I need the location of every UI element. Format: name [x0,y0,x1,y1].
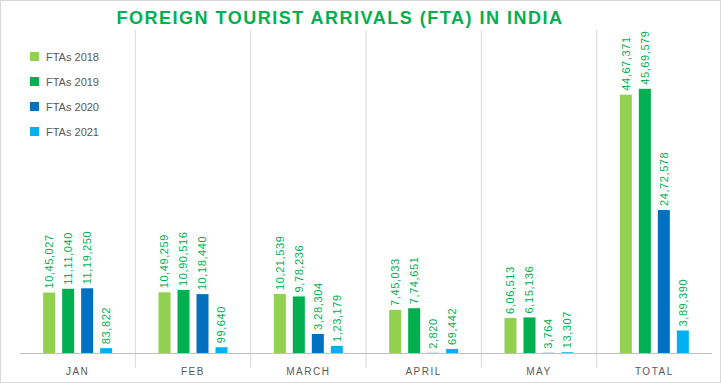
category-separator [250,30,251,368]
legend-label: FTAs 2018 [46,51,99,63]
bar [62,289,74,353]
data-label: 83,822 [100,307,112,344]
category-separator [481,30,482,368]
data-label: 6,15,136 [524,266,536,314]
bar [312,334,324,353]
bar [178,290,190,353]
data-label: 3,89,390 [677,279,689,327]
data-label: 1,23,179 [331,294,343,342]
data-label: 7,74,651 [408,257,420,305]
data-label: 69,442 [446,308,458,345]
data-label: 45,69,579 [639,30,651,84]
bar [505,318,517,353]
bar [43,293,55,353]
bar [543,352,555,353]
legend-swatch [30,127,39,136]
legend-label: FTAs 2019 [46,76,99,88]
bar [446,349,458,353]
bars [43,89,689,353]
legend: FTAs 2018 FTAs 2019 FTAs 2020 FTAs 2021 [30,51,99,138]
data-label: 3,28,304 [312,282,324,330]
bar [216,347,228,353]
data-labels: 10,45,027 10,49,259 10,21,539 7,45,033 6,06,… [43,30,689,348]
x-tick-label: FEB [181,366,205,377]
outer-frame [1,1,721,383]
bar [620,95,632,353]
chart-title: FOREIGN TOURIST ARRIVALS (FTA) IN INDIA [117,8,564,28]
legend-swatch [30,52,39,61]
x-tick-label: MAY [526,366,551,377]
chart-svg: FOREIGN TOURIST ARRIVALS (FTA) IN INDIA1… [0,0,721,383]
x-tick-label: TOTAL [635,366,674,377]
bar [331,346,343,353]
data-label: 10,90,516 [178,232,190,286]
data-label: 44,67,371 [620,36,632,90]
data-label: 24,72,578 [658,152,670,206]
bar [293,296,305,353]
bar [658,210,670,353]
data-label: 10,18,440 [197,236,209,290]
data-label: 99,640 [216,306,228,343]
data-label: 3,764 [543,318,555,349]
x-tick-label: MARCH [286,366,330,377]
data-label: 10,49,259 [159,234,171,288]
data-label: 9,78,236 [293,245,305,293]
data-label: 11,11,040 [62,232,74,285]
bar [81,288,93,353]
bar [389,310,401,353]
bar [274,294,286,353]
bar [562,352,574,353]
data-label: 13,307 [562,311,574,348]
chart-root: FOREIGN TOURIST ARRIVALS (FTA) IN INDIA1… [0,0,721,383]
bar [159,292,171,353]
x-tick-label: APRIL [405,366,441,377]
bar [639,89,651,353]
bar [677,330,689,353]
legend-swatch [30,77,39,86]
bar [524,317,536,353]
legend-label: FTAs 2021 [46,126,99,138]
bar [197,294,209,353]
data-label: 10,45,027 [43,234,55,288]
legend-label: FTAs 2020 [46,101,99,113]
bar [408,308,420,353]
category-separator [596,30,597,368]
data-label: 6,06,513 [505,266,517,314]
data-label: 11,19,250 [81,231,93,285]
bar [427,352,439,353]
category-separator [135,30,136,368]
category-separator [366,30,367,368]
legend-swatch [30,102,39,111]
x-tick-label: JAN [66,366,89,377]
x-axis-line [20,353,712,354]
data-label: 7,45,033 [389,258,401,306]
bar [100,348,112,353]
data-label: 10,21,539 [274,236,286,290]
data-label: 2,820 [427,318,439,349]
